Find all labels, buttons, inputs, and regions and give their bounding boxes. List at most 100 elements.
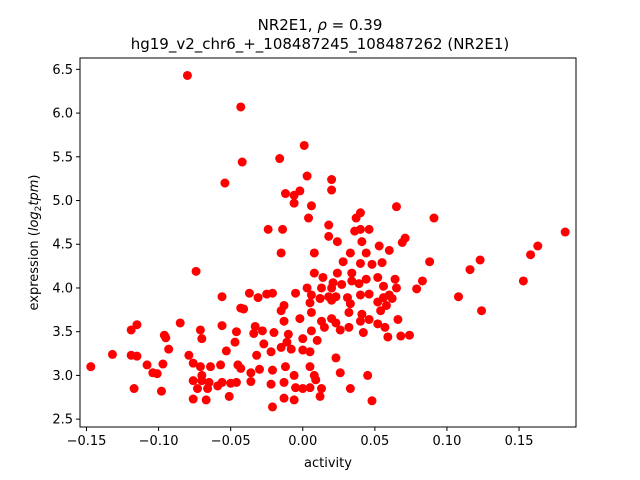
x-axis-label: activity — [304, 456, 352, 471]
y-tick-label: 3.5 — [52, 325, 73, 340]
scatter-point — [315, 391, 325, 401]
scatter-point — [280, 189, 290, 199]
y-tick-label: 4.5 — [52, 238, 73, 253]
scatter-point — [477, 306, 487, 316]
scatter-point — [276, 248, 286, 258]
scatter-point — [355, 208, 365, 218]
scatter-point — [266, 347, 276, 357]
scatter-point — [286, 344, 296, 354]
scatter-point — [304, 213, 314, 223]
scatter-point — [156, 386, 166, 396]
scatter-point — [249, 328, 259, 338]
scatter-point — [396, 331, 406, 341]
y-axis-label-tpm: tpm — [27, 180, 42, 206]
y-tick-label: 6.5 — [52, 63, 73, 78]
scatter-point — [283, 329, 293, 339]
scatter-point — [324, 220, 334, 230]
y-tick-label: 3.0 — [52, 369, 73, 384]
scatter-point — [355, 258, 365, 268]
scatter-point — [383, 332, 393, 342]
y-axis-ticks: 2.5 3.0 3.5 4.0 4.5 5.0 5.5 6.0 6.5 — [52, 63, 80, 428]
scatter-point — [453, 292, 463, 302]
scatter-point — [250, 321, 260, 331]
title-rho-symbol: ρ — [317, 16, 327, 34]
scatter-point — [363, 370, 373, 380]
scatter-point — [344, 322, 354, 332]
scatter-point — [191, 266, 201, 276]
scatter-point — [327, 175, 337, 185]
scatter-point — [429, 213, 439, 223]
scatter-point — [197, 334, 207, 344]
y-tick-label: 5.0 — [52, 194, 73, 209]
scatter-point — [298, 384, 308, 394]
scatter-point — [324, 231, 334, 241]
scatter-point — [305, 362, 315, 372]
scatter-point — [309, 248, 319, 258]
scatter-point — [335, 368, 345, 378]
scatter-point — [345, 248, 355, 258]
scatter-point — [279, 377, 289, 387]
scatter-point — [86, 362, 96, 372]
scatter-point — [312, 335, 322, 345]
scatter-point — [347, 276, 357, 286]
x-tick-label: −0.10 — [139, 434, 179, 449]
scatter-point — [188, 358, 198, 368]
scatter-point — [298, 345, 308, 355]
scatter-point — [361, 274, 371, 284]
scatter-point — [357, 309, 367, 319]
x-tick-label: 0.05 — [360, 434, 389, 449]
scatter-point — [278, 224, 288, 234]
scatter-point — [246, 368, 256, 378]
scatter-point — [236, 102, 246, 112]
scatter-point — [355, 316, 365, 326]
scatter-point — [298, 334, 308, 344]
scatter-point — [213, 381, 223, 391]
scatter-point — [465, 265, 475, 275]
scatter-point — [390, 274, 400, 284]
y-axis-label-subscript: 2 — [34, 206, 44, 212]
scatter-point — [188, 394, 198, 404]
scatter-point — [152, 369, 162, 379]
scatter-point — [344, 307, 354, 317]
scatter-point — [267, 365, 277, 375]
scatter-point — [129, 384, 139, 394]
x-tick-label: −0.05 — [211, 434, 251, 449]
scatter-point — [295, 186, 305, 196]
scatter-point — [317, 384, 327, 394]
scatter-point — [239, 304, 249, 314]
scatter-point — [291, 383, 301, 393]
y-tick-label: 4.0 — [52, 281, 73, 296]
scatter-point — [289, 370, 299, 380]
scatter-point — [332, 268, 342, 278]
scatter-point — [393, 314, 403, 324]
scatter-point — [327, 185, 337, 195]
scatter-point — [358, 328, 368, 338]
scatter-point — [132, 320, 142, 330]
scatter-point — [231, 327, 241, 337]
scatter-point — [425, 257, 435, 267]
scatter-point — [364, 224, 374, 234]
scatter-point — [364, 289, 374, 299]
scatter-point — [345, 299, 355, 309]
scatter-point — [417, 276, 427, 286]
scatter-point — [306, 307, 316, 317]
scatter-point — [253, 293, 263, 303]
y-tick-label: 5.5 — [52, 150, 73, 165]
scatter-point — [302, 171, 312, 181]
scatter-point — [327, 295, 337, 305]
scatter-point — [338, 257, 348, 267]
scatter-point — [387, 293, 397, 303]
scatter-point — [380, 322, 390, 332]
scatter-point — [217, 321, 227, 331]
scatter-point — [267, 402, 277, 412]
scatter-point — [107, 349, 117, 359]
scatter-point — [282, 337, 292, 347]
scatter-point — [526, 250, 536, 260]
y-tick-label: 2.5 — [52, 413, 73, 428]
scatter-point — [193, 384, 203, 394]
scatter-point — [142, 360, 152, 370]
scatter-point — [224, 391, 234, 401]
scatter-point — [299, 140, 309, 150]
scatter-point — [188, 376, 198, 386]
scatter-point — [305, 298, 315, 308]
